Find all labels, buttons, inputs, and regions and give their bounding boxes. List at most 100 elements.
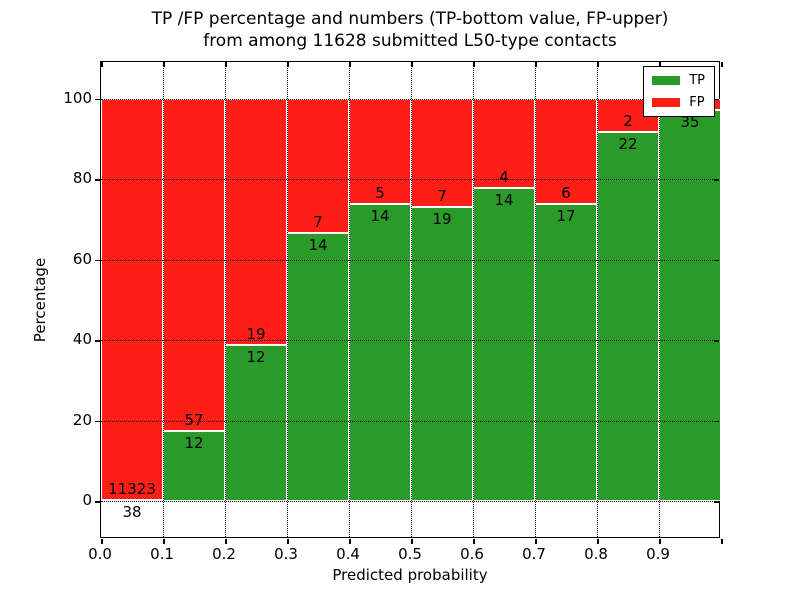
plot-area: 11323 38 57 12 19 12 7 14 5 14 7 19 4 14 6 17 2 22 35 TP FP [95, 61, 723, 544]
bar-segment-tp [225, 345, 287, 501]
tick-mark [95, 501, 100, 503]
fp-count-label: 7 [437, 186, 447, 205]
legend-label: TP [689, 73, 705, 88]
tick-mark [225, 539, 227, 544]
tp-count-label: 14 [308, 235, 328, 254]
y-tick-label: 0 [82, 491, 92, 509]
tick-mark [659, 62, 661, 67]
bar-segment-fp [473, 98, 535, 188]
tick-mark [535, 62, 537, 67]
gridline-vertical [163, 62, 164, 537]
x-tick-label: 0.5 [398, 545, 422, 563]
tick-mark [101, 539, 103, 544]
fp-count-label: 6 [561, 183, 571, 202]
gridline-vertical [659, 62, 660, 537]
gridline-horizontal [101, 420, 719, 422]
fp-count-label: 5 [375, 184, 385, 203]
fp-count-label: 11323 [108, 479, 156, 498]
legend-item-tp: TP [652, 74, 705, 87]
y-tick-label: 20 [72, 410, 92, 429]
gridline-vertical [411, 62, 412, 537]
tick-mark [597, 539, 599, 544]
tick-mark [163, 539, 165, 544]
tick-mark [535, 539, 537, 544]
tick-mark [349, 539, 351, 544]
tp-count-label: 12 [246, 348, 266, 367]
tp-count-label: 19 [432, 209, 452, 228]
tp-count-label: 22 [618, 135, 638, 154]
tick-mark [597, 62, 599, 67]
x-tick-label: 0.8 [584, 545, 608, 563]
tick-mark [95, 340, 100, 342]
legend: TP FP [643, 66, 715, 117]
y-tick-label: 40 [72, 330, 92, 348]
bar-segment-fp [225, 98, 287, 346]
gridline-horizontal [101, 501, 719, 502]
tp-swatch-icon [652, 76, 681, 85]
tp-count-label: 35 [680, 112, 700, 131]
tick-mark [721, 539, 723, 544]
bar-segment-fp [163, 98, 225, 431]
bar-segment-fp [349, 98, 411, 205]
tick-mark [659, 539, 661, 544]
gridline-vertical [597, 62, 598, 537]
tick-mark [473, 539, 475, 544]
gridline-horizontal [101, 259, 719, 261]
bar-segment-tp [659, 109, 721, 501]
bar-segment-fp [101, 98, 163, 500]
gridline-horizontal [101, 98, 719, 100]
x-tick-label: 0.3 [274, 545, 298, 563]
x-tick-label: 0.0 [88, 545, 112, 563]
bar-segment-tp [535, 203, 597, 501]
tick-mark [714, 501, 719, 503]
fp-count-label: 2 [623, 112, 633, 131]
tp-count-label: 14 [370, 207, 390, 226]
gridline-horizontal [101, 340, 719, 341]
tick-mark [721, 62, 723, 67]
tick-mark [101, 62, 103, 67]
y-tick-label: 80 [72, 169, 92, 187]
y-tick-label: 100 [63, 88, 92, 107]
gridline-vertical [349, 62, 350, 537]
fp-count-label: 4 [499, 167, 509, 186]
chart-title: TP /FP percentage and numbers (TP-bottom… [0, 8, 800, 52]
bar-segment-tp [473, 187, 535, 501]
chart-title-line1: TP /FP percentage and numbers (TP-bottom… [151, 9, 669, 29]
tp-count-label: 17 [556, 206, 576, 225]
x-tick-label: 0.4 [336, 545, 360, 563]
tick-mark [95, 259, 100, 261]
fp-count-label: 57 [184, 411, 204, 429]
fp-swatch-icon [652, 98, 681, 107]
tick-mark [411, 62, 413, 67]
chart-title-line2: from among 11628 submitted L50-type cont… [203, 31, 617, 51]
y-tick-label: 60 [72, 249, 92, 268]
tick-mark [349, 62, 351, 67]
tick-mark [287, 539, 289, 544]
fp-count-label: 7 [313, 212, 323, 231]
tick-mark [473, 62, 475, 67]
legend-item-fp: FP [652, 96, 705, 109]
tick-mark [714, 259, 719, 261]
tick-mark [714, 340, 719, 342]
tick-mark [714, 179, 719, 181]
tick-mark [287, 62, 289, 67]
tick-mark [95, 420, 100, 422]
bar-segment-tp [597, 132, 659, 501]
x-tick-label: 0.9 [646, 545, 670, 563]
x-axis-label: Predicted probability [332, 566, 488, 584]
x-tick-label: 0.7 [522, 545, 546, 563]
tick-mark [163, 62, 165, 67]
bar-segment-tp [287, 232, 349, 501]
legend-label: FP [689, 95, 705, 110]
tick-mark [95, 179, 100, 181]
bar-segment-tp [349, 204, 411, 501]
gridline-vertical [225, 62, 226, 537]
gridline-vertical [535, 62, 536, 537]
tp-count-label: 14 [494, 190, 514, 209]
tick-mark [714, 98, 719, 100]
gridline-vertical [473, 62, 474, 537]
x-tick-label: 0.2 [212, 545, 236, 563]
tick-mark [225, 62, 227, 67]
tp-count-label: 38 [122, 502, 142, 521]
